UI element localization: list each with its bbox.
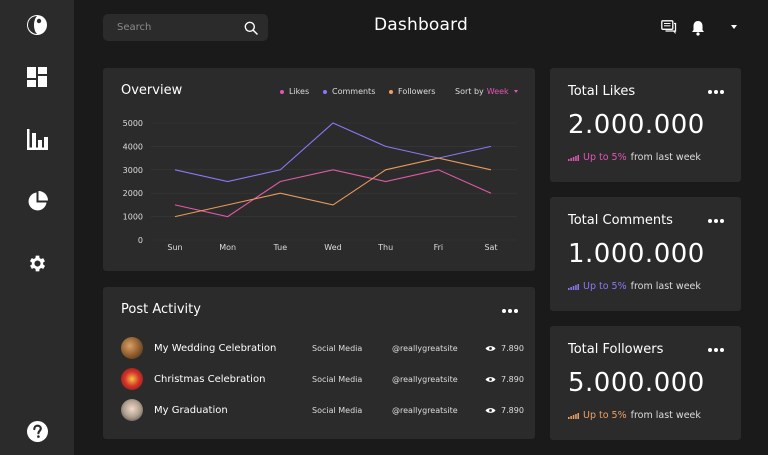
post-title: Christmas Celebration — [154, 373, 266, 385]
stat-value: 2.000.000 — [568, 110, 705, 140]
series-line-likes — [174, 169, 492, 218]
legend-likes-label: Likes — [289, 87, 310, 96]
stat-note: Up to 5% from last week — [568, 410, 701, 421]
overview-card: Overview Likes Comments Followers Sort b… — [103, 68, 535, 271]
post-handle: @reallygreatsite — [392, 343, 458, 353]
help-icon[interactable] — [26, 420, 48, 442]
post-views-count: 7.890 — [501, 405, 524, 415]
stat-note: Up to 5% from last week — [568, 152, 701, 163]
post-thumbnail — [121, 368, 143, 390]
bar-chart-icon[interactable] — [26, 128, 48, 150]
y-tick-label: 5000 — [123, 119, 143, 128]
search-icon[interactable] — [244, 21, 258, 35]
stat-period: from last week — [630, 410, 701, 421]
legend-dot-followers — [389, 89, 393, 94]
bell-icon[interactable] — [691, 20, 705, 36]
post-activity-title: Post Activity — [121, 302, 201, 317]
trend-up-icon — [568, 412, 579, 419]
post-views-count: 7.890 — [501, 343, 524, 353]
x-tick-label: Wed — [324, 243, 341, 252]
sort-by-label: Sort by — [455, 87, 484, 96]
legend-dot-likes — [280, 89, 284, 94]
page-title: Dashboard — [374, 15, 469, 35]
post-category: Social Media — [312, 343, 363, 353]
chevron-down-icon[interactable] — [731, 25, 737, 30]
post-views: 7.890 — [485, 406, 524, 415]
post-row[interactable]: My Graduation Social Media @reallygreats… — [121, 398, 524, 422]
y-tick-label: 0 — [138, 236, 143, 245]
legend-followers: Followers — [389, 87, 435, 96]
stat-card-comments: Total Comments 1.000.000 Up to 5% from l… — [550, 197, 741, 311]
y-tick-label: 1000 — [123, 213, 143, 222]
caret-down-icon — [513, 90, 518, 93]
stat-change: Up to 5% — [583, 152, 627, 163]
x-tick-label: Fri — [434, 243, 444, 252]
more-options-icon[interactable] — [705, 216, 727, 226]
eye-icon — [485, 345, 496, 351]
stat-change: Up to 5% — [583, 281, 627, 292]
post-activity-card: Post Activity My Wedding Celebration Soc… — [103, 287, 535, 439]
grid-icon[interactable] — [26, 66, 48, 88]
post-row[interactable]: My Wedding Celebration Social Media @rea… — [121, 336, 524, 360]
legend-likes: Likes — [280, 87, 309, 96]
stat-period: from last week — [630, 281, 701, 292]
more-options-icon[interactable] — [705, 345, 727, 355]
stat-title: Total Likes — [568, 84, 636, 99]
series-line-followers — [174, 157, 492, 218]
post-title: My Graduation — [154, 404, 228, 416]
stat-value: 5.000.000 — [568, 368, 705, 398]
y-tick-label: 4000 — [123, 142, 143, 151]
more-options-icon[interactable] — [705, 87, 727, 97]
post-handle: @reallygreatsite — [392, 405, 458, 415]
post-views: 7.890 — [485, 375, 524, 384]
x-tick-label: Sat — [484, 243, 497, 252]
stat-card-followers: Total Followers 5.000.000 Up to 5% from … — [550, 326, 741, 440]
post-title: My Wedding Celebration — [154, 342, 277, 354]
x-tick-label: Mon — [219, 243, 236, 252]
post-thumbnail — [121, 399, 143, 421]
stat-card-likes: Total Likes 2.000.000 Up to 5% from last… — [550, 68, 741, 182]
x-tick-label: Tue — [272, 243, 287, 252]
legend-dot-comments — [323, 89, 327, 94]
stat-title: Total Followers — [568, 342, 664, 357]
post-row[interactable]: Christmas Celebration Social Media @real… — [121, 367, 524, 391]
post-thumbnail — [121, 337, 143, 359]
sort-by-value: Week — [486, 87, 509, 96]
legend-comments-label: Comments — [332, 87, 376, 96]
x-tick-label: Sun — [167, 243, 182, 252]
pie-chart-icon[interactable] — [26, 190, 48, 212]
y-tick-label: 2000 — [123, 189, 143, 198]
stat-value: 1.000.000 — [568, 239, 705, 269]
y-tick-label: 3000 — [123, 166, 143, 175]
legend-followers-label: Followers — [398, 87, 436, 96]
search-bar[interactable] — [103, 14, 268, 41]
sidebar — [0, 0, 74, 455]
overview-title: Overview — [121, 83, 183, 98]
x-tick-label: Thu — [377, 243, 393, 252]
stat-note: Up to 5% from last week — [568, 281, 701, 292]
post-handle: @reallygreatsite — [392, 374, 458, 384]
trend-up-icon — [568, 283, 579, 290]
search-input[interactable] — [117, 22, 244, 33]
post-category: Social Media — [312, 374, 363, 384]
stat-title: Total Comments — [568, 213, 673, 228]
stat-period: from last week — [630, 152, 701, 163]
post-views-count: 7.890 — [501, 374, 524, 384]
sort-by-dropdown[interactable]: Sort by Week — [455, 87, 518, 96]
stat-change: Up to 5% — [583, 410, 627, 421]
chat-icon[interactable] — [661, 20, 677, 35]
trend-up-icon — [568, 154, 579, 161]
logo-icon[interactable] — [26, 14, 48, 36]
post-views: 7.890 — [485, 344, 524, 353]
eye-icon — [485, 407, 496, 413]
eye-icon — [485, 376, 496, 382]
post-category: Social Media — [312, 405, 363, 415]
more-options-icon[interactable] — [499, 306, 521, 316]
overview-line-chart: 0 1000 2000 3000 4000 5000 Sun Mon Tue Wed Thu Fri S… — [123, 119, 517, 252]
legend-comments: Comments — [323, 87, 375, 96]
gear-icon[interactable] — [26, 252, 48, 274]
